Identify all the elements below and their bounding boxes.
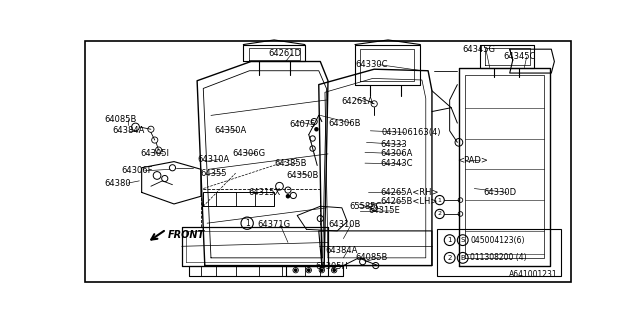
Text: 1: 1 xyxy=(447,237,452,243)
Circle shape xyxy=(333,269,335,271)
Circle shape xyxy=(287,195,289,198)
Text: 64305H: 64305H xyxy=(315,262,348,271)
Text: 64330C: 64330C xyxy=(356,60,388,69)
Text: 2: 2 xyxy=(447,255,452,261)
Text: B: B xyxy=(460,255,465,261)
Text: S: S xyxy=(461,237,465,243)
Bar xyxy=(437,229,561,276)
Text: 64343C: 64343C xyxy=(380,159,413,168)
Text: 1: 1 xyxy=(438,197,442,203)
Text: 64350A: 64350A xyxy=(214,126,246,135)
Text: 64355: 64355 xyxy=(200,169,227,178)
Circle shape xyxy=(294,269,297,271)
Text: 64371G: 64371G xyxy=(257,220,291,229)
Text: 64345G: 64345G xyxy=(463,45,496,54)
Circle shape xyxy=(308,269,310,271)
Text: 64265B<LH>: 64265B<LH> xyxy=(380,197,438,206)
Circle shape xyxy=(315,128,318,131)
Text: 64315X: 64315X xyxy=(248,188,280,197)
Text: 2: 2 xyxy=(438,212,442,216)
Text: 64085B: 64085B xyxy=(105,115,137,124)
Text: 64330D: 64330D xyxy=(484,188,516,197)
Text: 64385B: 64385B xyxy=(274,159,307,168)
Text: 64085B: 64085B xyxy=(356,253,388,262)
Text: 64333: 64333 xyxy=(380,140,407,149)
Text: 64075: 64075 xyxy=(289,120,316,129)
Text: 1: 1 xyxy=(244,219,250,228)
Text: 64306B: 64306B xyxy=(328,119,360,128)
Text: 65585C: 65585C xyxy=(349,202,382,211)
Text: 64306G: 64306G xyxy=(232,149,266,158)
Text: 64305I: 64305I xyxy=(140,149,169,158)
Text: 64380: 64380 xyxy=(105,179,131,188)
Text: 045004123(6): 045004123(6) xyxy=(470,236,525,245)
Text: 64345C: 64345C xyxy=(504,52,536,61)
Text: <PAD>: <PAD> xyxy=(458,156,488,164)
Text: 64306A: 64306A xyxy=(380,149,413,158)
Text: 64261D: 64261D xyxy=(269,49,301,58)
Text: 64384A: 64384A xyxy=(113,126,145,135)
Text: 64306F: 64306F xyxy=(122,166,153,175)
Text: A641001231: A641001231 xyxy=(509,270,557,279)
Text: 64310A: 64310A xyxy=(197,155,229,164)
Text: FRONT: FRONT xyxy=(168,230,205,240)
Text: 64261A: 64261A xyxy=(342,97,374,106)
Circle shape xyxy=(321,269,323,271)
Text: 043106163(4): 043106163(4) xyxy=(382,128,442,137)
Text: 64384A: 64384A xyxy=(325,246,357,255)
Text: 011308200 (4): 011308200 (4) xyxy=(470,253,527,262)
Text: 64350B: 64350B xyxy=(287,171,319,180)
Text: 64315E: 64315E xyxy=(369,206,401,215)
Text: 64310B: 64310B xyxy=(328,220,360,229)
Text: 64265A<RH>: 64265A<RH> xyxy=(380,188,439,197)
